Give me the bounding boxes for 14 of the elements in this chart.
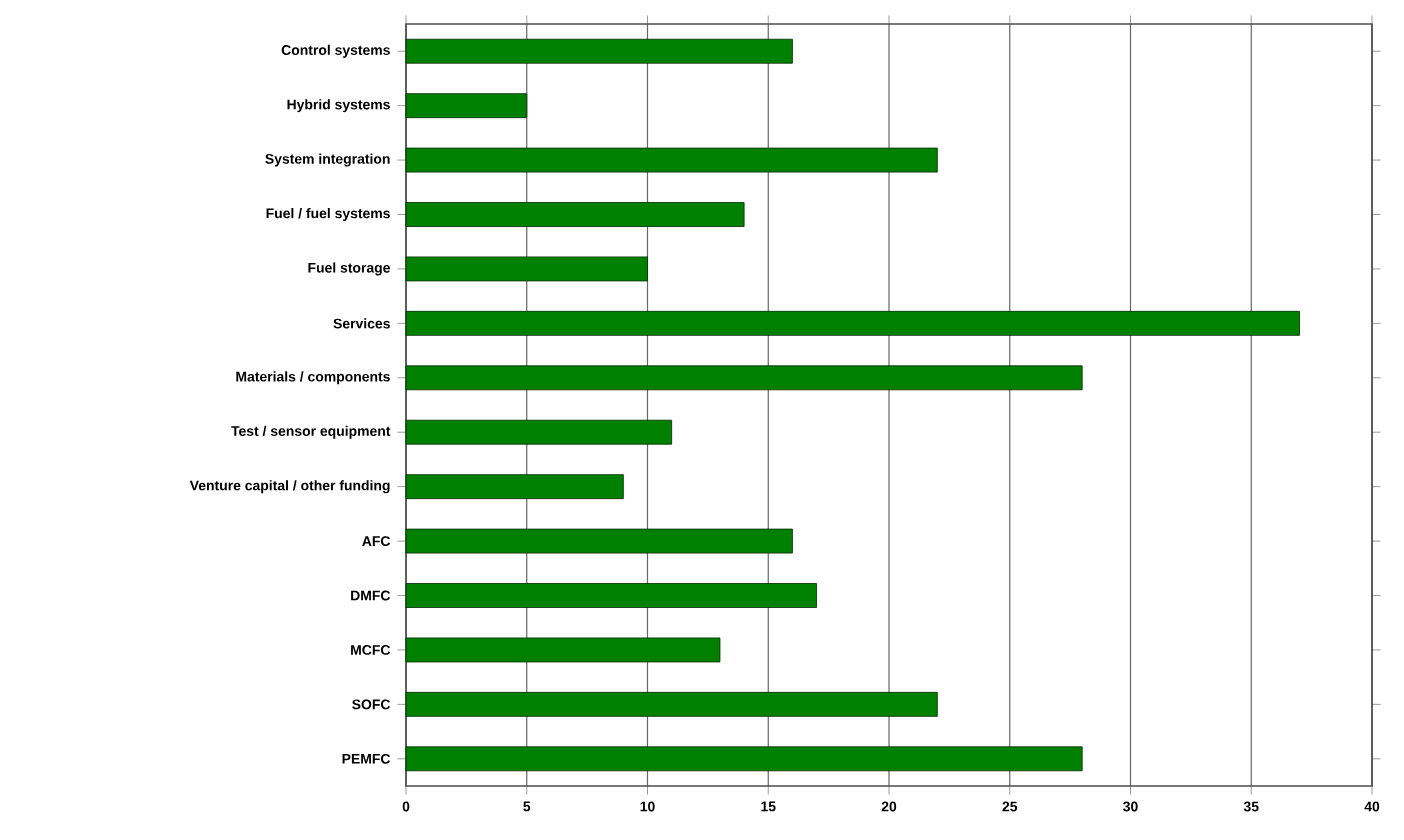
bar	[405, 637, 721, 663]
bar	[405, 93, 528, 119]
bar	[405, 310, 1300, 336]
bar	[405, 746, 1083, 772]
bar	[405, 147, 938, 173]
bar	[405, 691, 938, 717]
bar	[405, 528, 793, 554]
bar	[405, 419, 673, 445]
bar	[405, 38, 793, 64]
bar	[405, 256, 648, 282]
bar	[405, 583, 817, 608]
bar	[405, 474, 624, 500]
bar	[405, 365, 1083, 391]
bar	[405, 202, 745, 227]
